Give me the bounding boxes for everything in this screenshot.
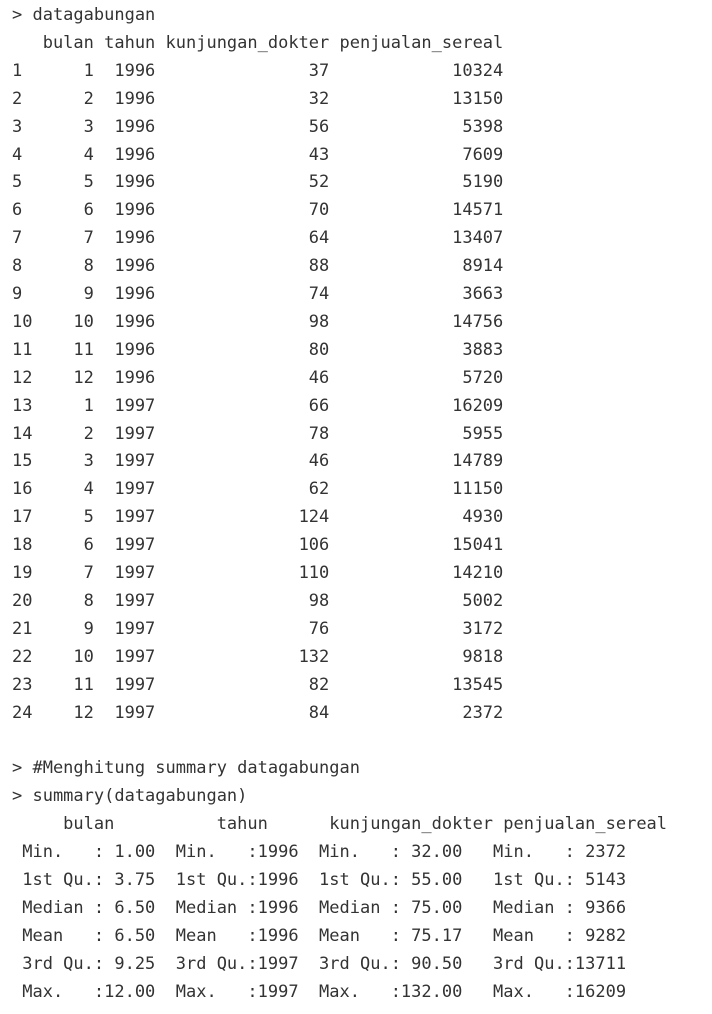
- table-row: 15 3 1997 46 14789: [12, 451, 504, 472]
- table-row: 9 9 1996 74 3663: [12, 284, 504, 304]
- table-row: 14 2 1997 78 5955: [12, 423, 504, 444]
- table-row: 17 5 1997 124 4930: [12, 507, 504, 528]
- table-row: 2 2 1996 32 13150: [12, 88, 504, 109]
- table-row: Median : 6.50 Median :1996 Median : 75.0…: [12, 897, 657, 918]
- table-row: 3 3 1996 56 5398: [12, 116, 504, 137]
- table-row: 1 1 1996 37 10324: [12, 60, 504, 81]
- table-row: 16 4 1997 62 11150: [12, 479, 504, 500]
- console-command-line: > datagabungan: [12, 5, 156, 25]
- table-row: 22 10 1997 132 9818: [12, 646, 504, 667]
- table-row: Min. : 1.00 Min. :1996 Min. : 32.00 Min.…: [12, 842, 657, 862]
- table-row: 13 1 1997 66 16209: [12, 395, 504, 416]
- table-row: 5 5 1996 52 5190: [12, 172, 504, 193]
- console-command-line: > #Menghitung summary datagabungan: [12, 758, 360, 779]
- table-row: 19 7 1997 110 14210: [12, 563, 504, 583]
- table-row: Max. :12.00 Max. :1997 Max. :132.00 Max.…: [12, 981, 657, 1002]
- table-row: 1st Qu.: 3.75 1st Qu.:1996 1st Qu.: 55.0…: [12, 869, 657, 890]
- table-row: 12 12 1996 46 5720: [12, 367, 504, 388]
- console-command-line: > summary(datagabungan): [12, 786, 248, 807]
- table-row: 8 8 1996 88 8914: [12, 256, 504, 277]
- table-row: 10 10 1996 98 14756: [12, 311, 504, 332]
- table-row: 6 6 1996 70 14571: [12, 200, 504, 221]
- table-row: 20 8 1997 98 5002: [12, 590, 504, 611]
- table-row: 3rd Qu.: 9.25 3rd Qu.:1997 3rd Qu.: 90.5…: [12, 953, 657, 974]
- table-row: 23 11 1997 82 13545: [12, 674, 504, 695]
- table-row: 24 12 1997 84 2372: [12, 702, 504, 723]
- table-header-row: bulan tahun kunjungan_dokter penjualan_s…: [12, 814, 668, 835]
- table-row: 4 4 1996 43 7609: [12, 144, 504, 165]
- table-row: Mean : 6.50 Mean :1996 Mean : 75.17 Mean…: [12, 925, 657, 946]
- table-row: 18 6 1997 106 15041: [12, 535, 504, 556]
- table-row: 11 11 1996 80 3883: [12, 339, 504, 360]
- table-header-row: bulan tahun kunjungan_dokter penjualan_s…: [12, 32, 504, 53]
- table-row: 7 7 1996 64 13407: [12, 228, 504, 249]
- table-row: 21 9 1997 76 3172: [12, 618, 504, 639]
